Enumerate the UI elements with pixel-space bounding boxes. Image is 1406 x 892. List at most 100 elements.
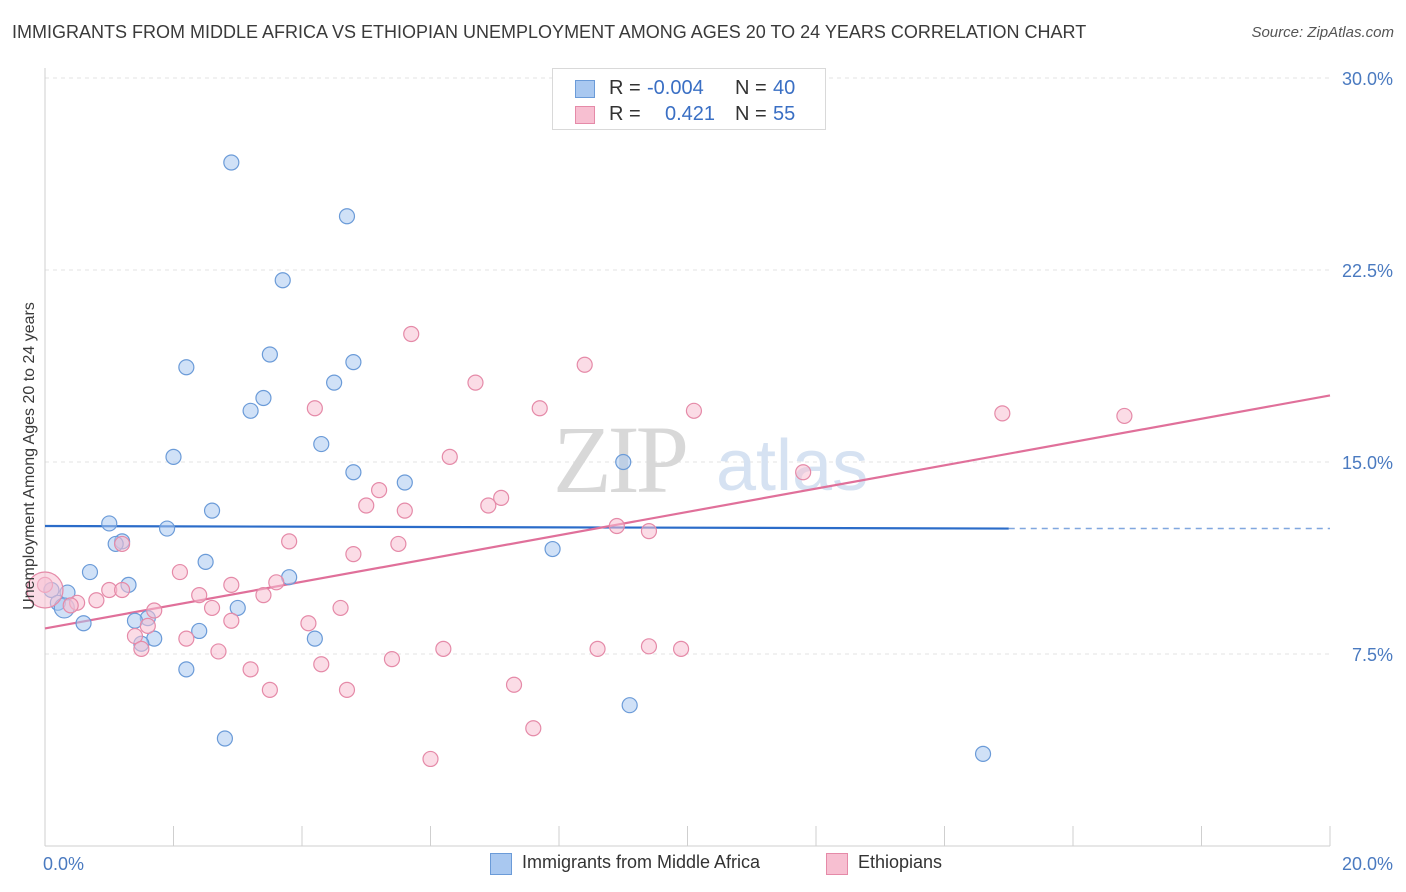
point-ethiopians <box>640 523 658 540</box>
point-ethiopians <box>300 615 317 632</box>
point-ethiopians <box>171 563 189 581</box>
point-immigrants <box>261 346 278 363</box>
point-immigrants <box>326 374 343 391</box>
point-ethiopians <box>531 400 548 417</box>
point-ethiopians <box>441 448 458 465</box>
point-ethiopians <box>480 497 497 514</box>
legend-r-value: 0.421 <box>665 103 716 125</box>
legend-swatch-immigrants <box>575 80 595 98</box>
point-immigrants <box>229 599 246 617</box>
point-ethiopians <box>146 602 163 619</box>
point-immigrants <box>178 661 195 678</box>
point-ethiopians <box>795 464 812 481</box>
point-immigrants <box>75 615 92 632</box>
point-immigrants <box>223 154 240 171</box>
y-axis-label: Unemployment Among Ages 20 to 24 years <box>21 302 38 610</box>
trend-line-ethiopians <box>44 394 1331 630</box>
legend-n-label: N = <box>735 103 767 125</box>
point-immigrants <box>101 515 118 532</box>
legend-n-value: 40 <box>773 77 796 99</box>
point-immigrants <box>338 208 356 225</box>
chart-source: Source: ZipAtlas.com <box>1251 24 1394 41</box>
point-ethiopians <box>338 681 356 698</box>
point-ethiopians <box>672 640 690 657</box>
y-tick-label: 7.5% <box>1352 645 1393 665</box>
point-ethiopians <box>210 643 227 660</box>
point-immigrants <box>81 563 99 581</box>
y-tick-label: 22.5% <box>1342 261 1393 281</box>
point-immigrants <box>345 464 362 481</box>
x-tick-label: 0.0% <box>43 854 84 874</box>
y-tick-label: 15.0% <box>1342 453 1393 473</box>
series-swatch-ethiopians <box>826 853 848 875</box>
point-immigrants <box>396 474 413 491</box>
watermark: ZIP atlas <box>553 406 868 513</box>
point-ethiopians <box>390 535 407 553</box>
point-ethiopians <box>608 517 625 535</box>
series-label-ethiopians: Ethiopians <box>858 852 943 872</box>
point-immigrants <box>203 502 221 519</box>
point-immigrants <box>306 630 323 647</box>
correlation-legend: R = -0.004 N = 40 R = 0.421 N = 55 <box>552 68 826 130</box>
point-ethiopians <box>1116 407 1133 425</box>
legend-n-value: 55 <box>773 103 796 125</box>
point-ethiopians <box>505 676 523 693</box>
data-points <box>26 154 1133 768</box>
legend-r-label: R = <box>609 77 641 99</box>
point-ethiopians <box>306 400 323 417</box>
point-ethiopians <box>113 581 131 599</box>
point-immigrants <box>313 435 330 453</box>
point-ethiopians <box>371 482 388 499</box>
point-ethiopians <box>242 661 259 678</box>
point-ethiopians <box>576 356 593 373</box>
point-ethiopians <box>223 576 240 593</box>
trend-lines <box>44 394 1331 630</box>
y-tick-label: 30.0% <box>1342 69 1393 89</box>
trend-line-immigrants <box>44 524 1009 530</box>
point-ethiopians <box>191 587 208 604</box>
legend-swatch-ethiopians <box>575 106 595 124</box>
point-ethiopians <box>396 502 413 519</box>
point-ethiopians <box>268 574 285 591</box>
point-ethiopians <box>435 640 452 657</box>
point-immigrants <box>158 520 176 537</box>
axes <box>44 68 1331 847</box>
point-ethiopians <box>62 597 79 614</box>
point-immigrants <box>621 697 638 714</box>
point-ethiopians <box>493 489 510 506</box>
point-immigrants <box>615 453 632 471</box>
point-ethiopians <box>685 402 703 419</box>
point-ethiopians <box>281 533 298 550</box>
point-ethiopians <box>26 571 64 609</box>
point-ethiopians <box>994 405 1011 422</box>
point-ethiopians <box>345 546 362 563</box>
point-ethiopians <box>525 720 542 737</box>
x-tick-label: 20.0% <box>1342 854 1393 874</box>
point-immigrants <box>178 359 195 376</box>
point-ethiopians <box>383 651 401 668</box>
point-ethiopians <box>358 497 375 514</box>
point-immigrants <box>165 448 182 465</box>
legend-n-label: N = <box>735 77 767 99</box>
point-immigrants <box>197 553 214 570</box>
point-ethiopians <box>88 592 105 609</box>
point-ethiopians <box>261 681 278 698</box>
point-ethiopians <box>178 630 195 647</box>
point-ethiopians <box>403 325 420 343</box>
point-ethiopians <box>640 638 658 655</box>
point-immigrants <box>255 389 272 407</box>
point-ethiopians <box>139 617 156 634</box>
point-immigrants <box>274 272 291 289</box>
point-ethiopians <box>255 587 272 604</box>
point-ethiopians <box>223 612 240 629</box>
point-immigrants <box>216 730 233 747</box>
point-immigrants <box>544 540 561 558</box>
point-ethiopians <box>313 656 330 673</box>
legend-r-label: R = <box>609 103 641 125</box>
point-immigrants <box>191 622 208 640</box>
series-swatch-immigrants <box>490 853 512 875</box>
point-ethiopians <box>126 627 144 645</box>
tick-labels: 7.5% 15.0% 22.5% 30.0% 0.0% 20.0% <box>43 69 1393 874</box>
chart-title: IMMIGRANTS FROM MIDDLE AFRICA VS ETHIOPI… <box>12 22 1087 42</box>
